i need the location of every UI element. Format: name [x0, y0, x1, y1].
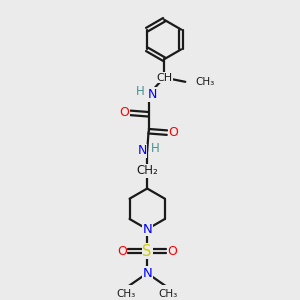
Text: O: O — [119, 106, 129, 119]
Text: O: O — [168, 245, 178, 258]
Text: H: H — [136, 85, 145, 98]
Text: CH₃: CH₃ — [195, 77, 214, 87]
Text: CH₃: CH₃ — [116, 289, 136, 299]
Text: N: N — [147, 88, 157, 101]
Text: N: N — [142, 267, 152, 280]
Text: CH₃: CH₃ — [159, 289, 178, 299]
Text: H: H — [151, 142, 160, 155]
Text: O: O — [168, 126, 178, 139]
Text: N: N — [142, 223, 152, 236]
Text: N: N — [137, 145, 147, 158]
Text: CH: CH — [156, 73, 172, 82]
Text: O: O — [117, 245, 127, 258]
Text: S: S — [142, 244, 152, 259]
Text: CH₂: CH₂ — [136, 164, 158, 177]
